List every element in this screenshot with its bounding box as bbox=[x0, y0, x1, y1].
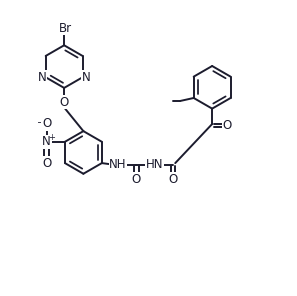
Text: O: O bbox=[59, 96, 69, 109]
Text: O: O bbox=[42, 157, 51, 170]
Text: Br: Br bbox=[59, 22, 72, 35]
Text: O: O bbox=[169, 173, 178, 186]
Text: +: + bbox=[48, 133, 55, 142]
Text: N: N bbox=[42, 135, 51, 148]
Text: −: − bbox=[37, 118, 45, 128]
Text: O: O bbox=[42, 117, 51, 130]
Text: HN: HN bbox=[146, 158, 164, 171]
Text: NH: NH bbox=[109, 158, 127, 171]
Text: O: O bbox=[222, 119, 232, 132]
Text: N: N bbox=[37, 71, 46, 84]
Text: N: N bbox=[82, 71, 91, 84]
Text: O: O bbox=[132, 173, 141, 186]
